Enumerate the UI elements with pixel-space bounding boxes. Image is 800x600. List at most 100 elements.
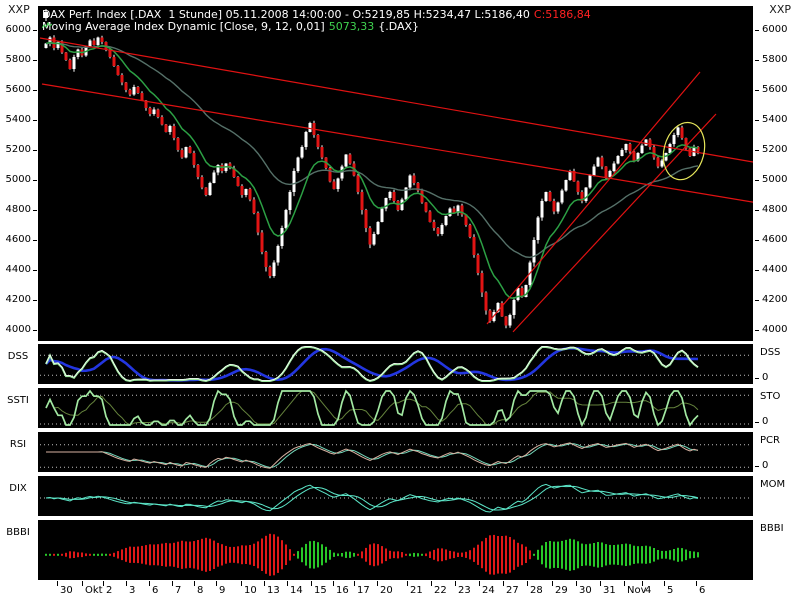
x-tick-label: Okt — [85, 585, 103, 596]
price-chart-panel[interactable]: DAX Perf. Index [.DAX 1 Stunde] 05.11.20… — [38, 6, 753, 341]
x-tick-label: 15 — [314, 585, 327, 596]
series-close-value: C:5186,84 — [533, 8, 591, 21]
bbbi-label-left: BBBI — [6, 527, 30, 538]
dss-panel[interactable] — [38, 344, 753, 384]
rsi-zero-label: 0 — [762, 460, 769, 471]
y-tick-mark — [755, 90, 759, 91]
x-tick-mark — [377, 581, 378, 586]
x-tick-mark — [311, 581, 312, 586]
x-tick-mark — [479, 581, 480, 586]
y-tick-label: 4000 — [5, 324, 31, 335]
y-tick-mark — [755, 180, 759, 181]
y-tick-mark — [33, 300, 37, 301]
rsi-canvas[interactable] — [38, 432, 753, 472]
y-tick-label: 5800 — [762, 54, 788, 65]
x-tick-label: 30 — [60, 585, 73, 596]
x-tick-label: 10 — [244, 585, 257, 596]
x-tick-label: 24 — [482, 585, 495, 596]
x-tick-mark — [455, 581, 456, 586]
ssti-canvas[interactable] — [38, 388, 753, 428]
y-tick-label: 5400 — [762, 114, 788, 125]
x-tick-mark — [527, 581, 528, 586]
ssti-panel[interactable] — [38, 388, 753, 428]
x-tick-mark — [333, 581, 334, 586]
indicator-title: Moving Average Index Dynamic [Close, 9, … — [42, 20, 325, 33]
indicator-value: 5073,33 — [328, 20, 375, 33]
bbbi-panel[interactable] — [38, 520, 753, 580]
y-tick-label: 5000 — [5, 174, 31, 185]
x-tick-mark — [503, 581, 504, 586]
y-tick-mark — [755, 330, 759, 331]
y-tick-label: 5600 — [5, 84, 31, 95]
x-tick-mark — [642, 581, 643, 586]
x-tick-label: 4 — [645, 585, 652, 596]
dss-zero-label: 0 — [762, 372, 769, 383]
y-tick-mark — [33, 330, 37, 331]
bbbi-label-right: BBBI — [760, 523, 784, 534]
indicator-scope: {.DAX} — [378, 20, 420, 33]
x-tick-label: 8 — [197, 585, 204, 596]
rsi-label-left: RSI — [9, 439, 27, 450]
y-tick-label: 4200 — [762, 294, 788, 305]
x-tick-mark — [264, 581, 265, 586]
x-tick-label: 17 — [357, 585, 370, 596]
y-tick-label: 5200 — [762, 144, 788, 155]
y-tick-mark — [755, 120, 759, 121]
x-tick-label: 6 — [699, 585, 706, 596]
y-tick-label: 5200 — [5, 144, 31, 155]
ssti-label-right: STO — [760, 391, 781, 402]
y-tick-mark — [755, 30, 759, 31]
x-tick-mark — [241, 581, 242, 586]
dss-canvas[interactable] — [38, 344, 753, 384]
x-tick-mark — [216, 581, 217, 586]
x-tick-mark — [57, 581, 58, 586]
y-tick-label: 5000 — [762, 174, 788, 185]
y-tick-label: 6000 — [5, 24, 31, 35]
x-tick-mark — [664, 581, 665, 586]
y-tick-label: 6000 — [762, 24, 788, 35]
x-tick-label: 27 — [506, 585, 519, 596]
bbbi-canvas[interactable] — [38, 520, 753, 580]
x-tick-label: 2 — [106, 585, 113, 596]
x-tick-label: 14 — [290, 585, 303, 596]
x-tick-mark — [696, 581, 697, 586]
x-tick-mark — [149, 581, 150, 586]
dss-label-left: DSS — [7, 351, 29, 362]
x-tick-label: 29 — [555, 585, 568, 596]
x-tick-mark — [576, 581, 577, 586]
y-tick-mark — [33, 120, 37, 121]
y-tick-mark — [33, 240, 37, 241]
moving-average-icon — [42, 22, 52, 29]
x-tick-label: 30 — [579, 585, 592, 596]
x-tick-mark — [126, 581, 127, 586]
x-tick-label: 3 — [129, 585, 136, 596]
y-tick-mark — [33, 180, 37, 181]
rsi-zero-tick — [755, 466, 759, 467]
x-tick-label: 13 — [267, 585, 280, 596]
rsi-panel[interactable] — [38, 432, 753, 472]
y-tick-label: 4200 — [5, 294, 31, 305]
x-axis: 30 Okt 2 3 6 7 8 9 10 13 14 15 16 17 20 21 22 23 24 27 28 29 3… — [0, 580, 800, 600]
x-tick-mark — [194, 581, 195, 586]
y-tick-mark — [33, 270, 37, 271]
dix-label-left: DIX — [9, 483, 27, 494]
y-tick-label: 4400 — [762, 264, 788, 275]
x-tick-label: Nov — [627, 585, 647, 596]
y-tick-mark — [755, 270, 759, 271]
x-tick-mark — [103, 581, 104, 586]
y-tick-mark — [755, 300, 759, 301]
y-tick-label: 5600 — [762, 84, 788, 95]
dix-canvas[interactable] — [38, 476, 753, 516]
dix-label-right: MOM — [760, 479, 786, 490]
x-tick-label: 7 — [175, 585, 182, 596]
x-tick-mark — [600, 581, 601, 586]
y-tick-mark — [755, 210, 759, 211]
x-tick-label: 28 — [530, 585, 543, 596]
y-tick-label: 4000 — [762, 324, 788, 335]
dss-zero-tick — [755, 378, 759, 379]
y-tick-mark — [33, 60, 37, 61]
price-chart-canvas[interactable] — [38, 6, 753, 341]
dix-panel[interactable] — [38, 476, 753, 516]
y-tick-label: 4800 — [762, 204, 788, 215]
